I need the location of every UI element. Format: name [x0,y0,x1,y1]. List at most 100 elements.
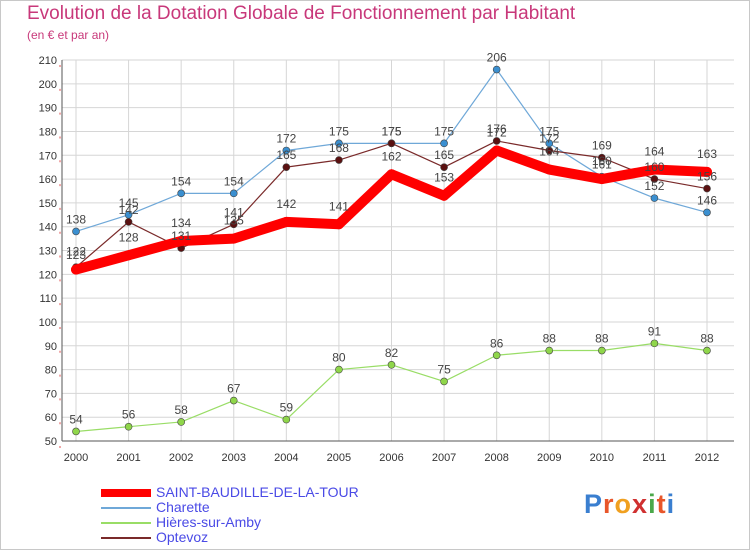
data-point-3 [650,175,659,183]
data-label-3: 165 [276,148,296,162]
data-point-1 [335,139,343,148]
y-tick-label: 120 [39,269,57,281]
legend-item: Optevoz [101,529,401,546]
legend-swatch [101,507,151,509]
x-tick-label: 2004 [274,452,298,464]
chart-subtitle: (en € et par an) [27,28,110,42]
data-point-1 [440,139,448,148]
data-point-2 [282,415,291,424]
data-label-0: 142 [276,197,296,211]
data-point-0 [281,216,292,227]
data-point-0 [544,164,555,175]
y-tick-label: 130 [39,246,57,258]
data-label-1: 154 [224,174,244,188]
data-label-1: 175 [434,124,454,138]
data-point-2 [335,365,343,374]
logo-letter: P [584,489,604,519]
data-point-3 [598,153,606,162]
logo-letter: t [656,489,667,519]
legend-item: SAINT-BAUDILLE-DE-LA-TOUR [101,484,401,501]
data-label-3: 156 [697,170,717,184]
data-label-0: 134 [171,216,191,230]
logo-letter: r [603,489,615,519]
data-label-3: 131 [171,229,191,243]
axes: 50 60 70 80 90 100 110 120 130 140 150 160 170 180 190… [39,55,734,464]
data-label-2: 88 [700,332,714,346]
data-point-2 [387,360,396,369]
data-point-3 [282,163,291,171]
data-label-2: 80 [332,351,346,365]
data-point-3 [545,146,554,155]
data-point-2 [492,351,501,360]
data-label-0: 160 [592,154,612,168]
logo-letter: i [666,489,676,519]
data-label-0: 162 [381,149,401,163]
data-label-3: 123 [66,248,86,262]
data-label-3: 160 [644,160,664,174]
data-label-3: 165 [434,148,454,162]
y-tick-label: 50 [45,436,57,448]
data-label-2: 91 [648,324,662,338]
x-tick-label: 2002 [169,452,193,464]
data-label-2: 82 [385,346,399,360]
data-label-1: 152 [644,179,664,193]
data-point-2 [703,346,711,355]
data-point-2 [598,346,606,355]
data-point-0 [71,264,81,275]
x-tick-label: 2006 [379,452,403,464]
x-tick-label: 2011 [643,452,667,464]
data-point-0 [228,233,239,244]
y-tick-label: 200 [39,79,57,91]
data-label-0: 141 [329,199,349,213]
data-point-1 [72,227,80,236]
data-label-2: 59 [280,401,294,415]
x-tick-label: 2000 [64,452,88,464]
y-tick-label: 170 [39,150,57,162]
data-label-1: 146 [697,193,717,207]
y-tick-label: 60 [45,412,57,424]
data-point-3 [440,163,448,171]
data-label-3: 175 [381,124,401,138]
data-point-1 [177,189,185,198]
data-point-1 [703,208,711,217]
legend: SAINT-BAUDILLE-DE-LA-TOUR Charette Hières-… [101,484,401,546]
data-point-3 [229,220,238,229]
data-label-0: 128 [119,230,139,244]
data-label-2: 88 [543,332,557,346]
data-label-1: 175 [329,124,349,138]
y-tick-label: 190 [39,103,57,115]
data-label-0: 172 [487,125,507,139]
legend-swatch [101,522,151,524]
data-point-1 [229,189,238,198]
data-label-3: 141 [224,205,244,219]
y-tick-label: 210 [39,55,57,67]
data-point-0 [439,190,450,201]
data-label-3: 142 [119,203,139,217]
data-point-2 [124,422,133,431]
legend-label: Hières-sur-Amby [156,514,262,530]
y-tick-label: 150 [39,198,57,210]
y-tick-label: 100 [39,317,57,329]
data-label-0: 163 [697,147,717,161]
data-label-1: 138 [66,212,86,226]
x-tick-label: 2010 [590,452,614,464]
data-label-1: 175 [381,124,401,138]
data-label-2: 88 [595,332,609,346]
data-label-2: 56 [122,408,136,422]
data-point-0 [596,174,607,185]
data-label-3: 168 [329,141,349,155]
y-tick-label: 180 [39,126,57,138]
data-label-2: 67 [227,382,241,396]
data-label-1: 175 [539,124,559,138]
y-tick-label: 70 [45,388,57,400]
data-point-0 [491,145,502,156]
data-label-0: 153 [434,171,454,185]
data-label-3: 176 [487,122,507,136]
series-lines [71,65,712,436]
data-point-2 [440,377,448,386]
x-tick-label: 2008 [484,452,508,464]
data-point-3 [492,137,501,145]
data-point-2 [72,427,80,436]
x-tick-label: 2005 [327,452,351,464]
